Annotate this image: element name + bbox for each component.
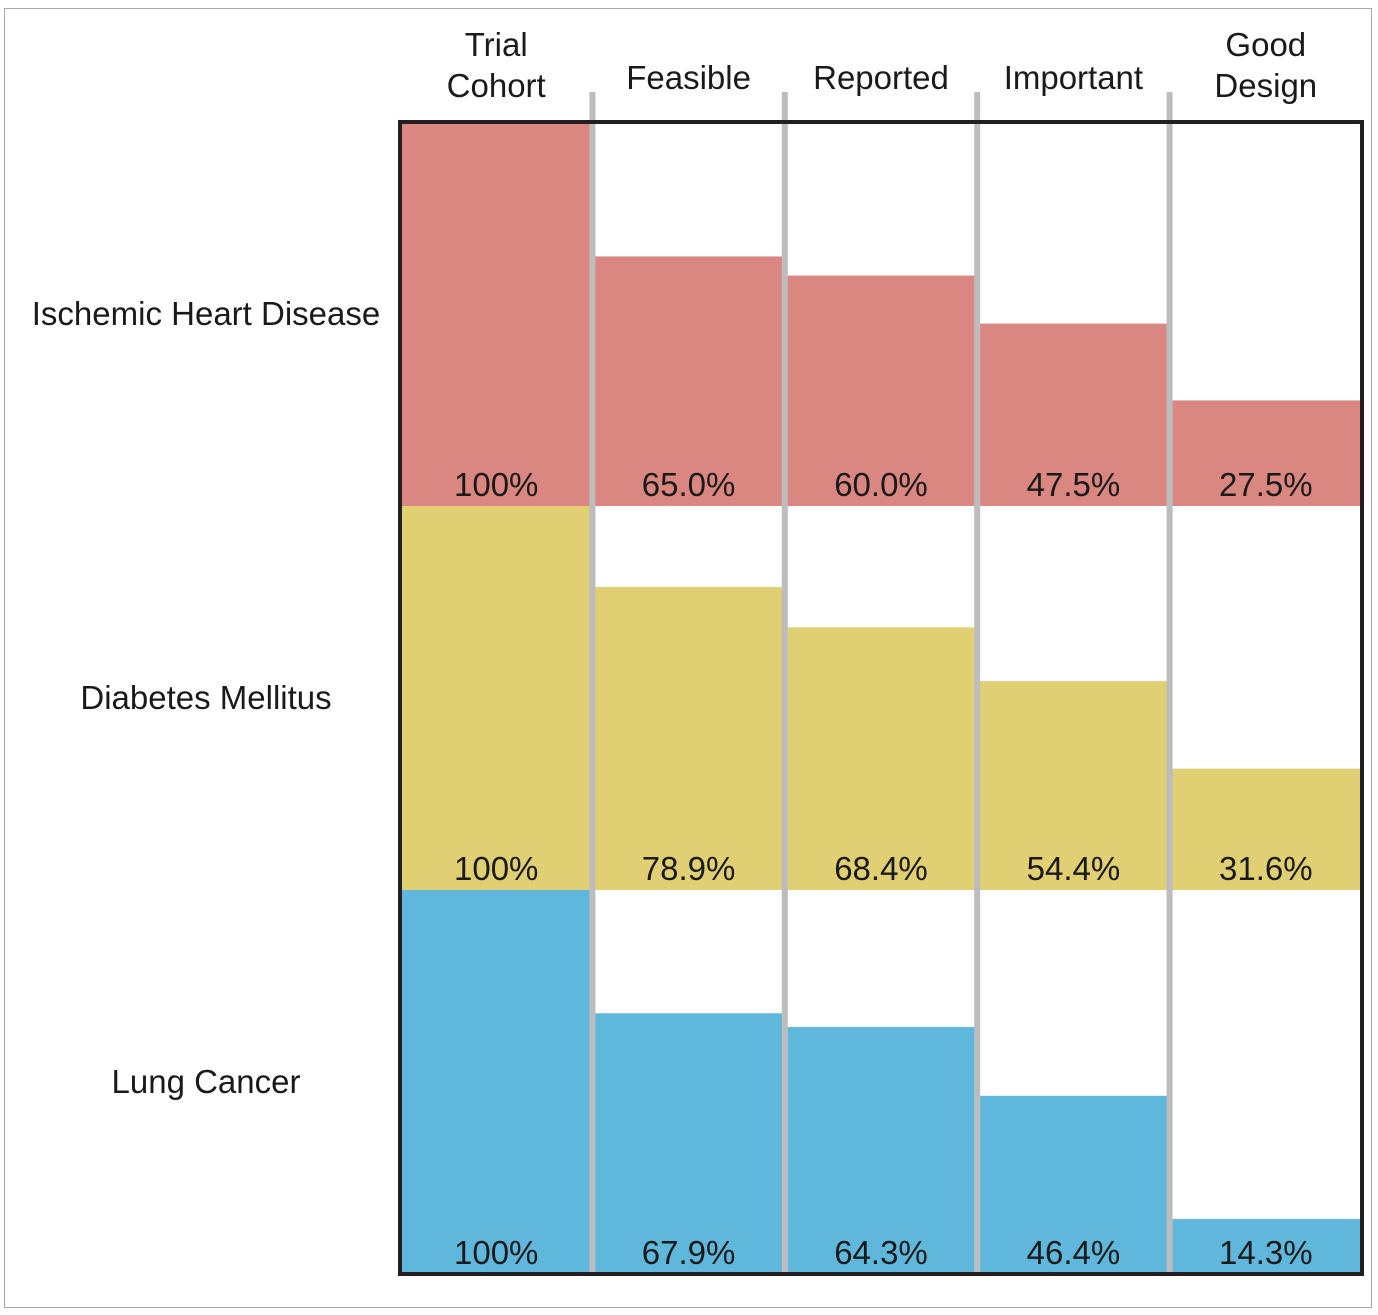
value-label-1-1: 78.9% bbox=[642, 850, 736, 887]
plot-border bbox=[398, 120, 1364, 1276]
bar-0-4 bbox=[1169, 400, 1362, 506]
value-label-0-0: 100% bbox=[454, 466, 538, 503]
bar-1-3 bbox=[977, 681, 1170, 890]
bar-1-0 bbox=[400, 506, 593, 890]
bar-1-1 bbox=[592, 587, 785, 890]
bar-0-0 bbox=[400, 122, 593, 506]
value-label-2-3: 46.4% bbox=[1027, 1234, 1121, 1271]
bar-2-2 bbox=[784, 1027, 978, 1274]
row-label-1: Diabetes Mellitus bbox=[80, 679, 331, 716]
column-label-0-line-1: Cohort bbox=[447, 67, 546, 104]
bar-0-2 bbox=[784, 275, 978, 506]
value-label-0-2: 60.0% bbox=[834, 466, 928, 503]
value-label-2-1: 67.9% bbox=[642, 1234, 736, 1271]
column-label-3: Important bbox=[1004, 59, 1143, 96]
row-label-0: Ischemic Heart Disease bbox=[32, 295, 380, 332]
value-label-1-2: 68.4% bbox=[834, 850, 928, 887]
value-label-0-4: 27.5% bbox=[1219, 466, 1313, 503]
bar-2-0 bbox=[400, 890, 593, 1274]
value-label-1-4: 31.6% bbox=[1219, 850, 1313, 887]
value-label-0-1: 65.0% bbox=[642, 466, 736, 503]
value-label-2-2: 64.3% bbox=[834, 1234, 928, 1271]
value-label-2-0: 100% bbox=[454, 1234, 538, 1271]
column-label-4-line-0: Good bbox=[1225, 26, 1306, 63]
column-label-2: Reported bbox=[813, 59, 949, 96]
column-label-0-line-0: Trial bbox=[465, 26, 528, 63]
bar-2-1 bbox=[592, 1013, 785, 1274]
bar-2-4 bbox=[1169, 1219, 1362, 1274]
value-label-1-0: 100% bbox=[454, 850, 538, 887]
bar-0-3 bbox=[977, 323, 1170, 506]
bar-0-1 bbox=[592, 256, 785, 506]
value-label-2-4: 14.3% bbox=[1219, 1234, 1313, 1271]
bar-1-4 bbox=[1169, 768, 1362, 890]
bar-2-3 bbox=[977, 1095, 1170, 1274]
column-label-4-line-1: Design bbox=[1214, 67, 1317, 104]
row-label-2: Lung Cancer bbox=[112, 1063, 301, 1100]
value-label-1-3: 54.4% bbox=[1027, 850, 1121, 887]
chart-frame bbox=[4, 8, 1372, 1308]
bar-1-2 bbox=[784, 627, 978, 890]
column-label-1: Feasible bbox=[626, 59, 751, 96]
value-label-0-3: 47.5% bbox=[1027, 466, 1121, 503]
